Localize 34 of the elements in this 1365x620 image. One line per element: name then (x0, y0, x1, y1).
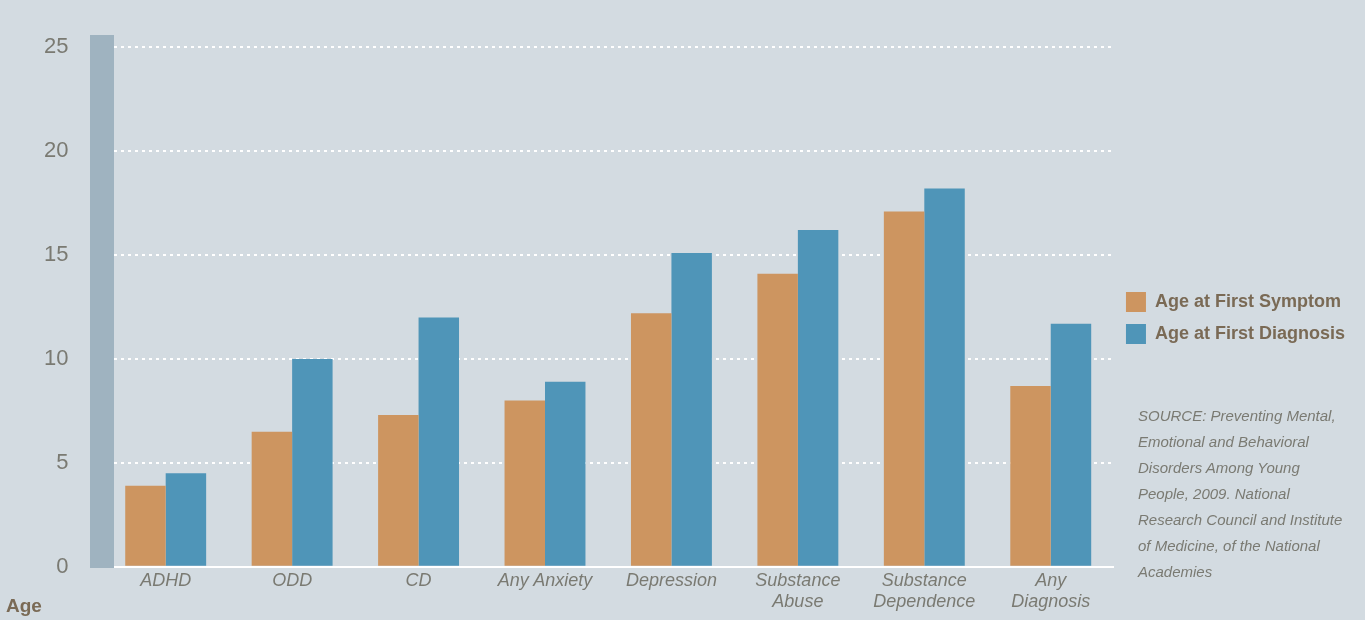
legend-label: Age at First Diagnosis (1154, 322, 1346, 343)
y-tick-label: 15 (43, 241, 69, 267)
bar (797, 230, 839, 566)
y-tick-label: 5 (56, 448, 69, 474)
bar (504, 400, 545, 566)
bar (165, 473, 207, 566)
y-tick-label: 10 (43, 345, 69, 371)
bar (125, 485, 166, 566)
y-axis-title: Age (6, 595, 42, 616)
bar (251, 431, 293, 566)
bar (1050, 323, 1092, 566)
bar (757, 273, 798, 566)
x-tick-label: Any Anxiety (496, 569, 594, 590)
bar (418, 317, 460, 566)
bar (545, 381, 586, 566)
bar (378, 415, 419, 566)
x-tick-label: Any Diagnosis (1011, 569, 1091, 612)
legend-label: Age at First Symptom (1154, 290, 1341, 311)
x-tick-label: ADHD (139, 569, 192, 590)
y-tick-label: 0 (56, 552, 69, 578)
y-tick-label: 25 (43, 33, 69, 59)
bar (924, 188, 965, 566)
bar (1010, 385, 1051, 566)
x-tick-label: Substance Dependence (873, 569, 976, 612)
bar (883, 211, 925, 566)
bar (671, 252, 712, 566)
x-tick-label: ODD (272, 569, 313, 590)
bar (630, 313, 672, 566)
source-note: SOURCE: Preventing Mental, Emotional and Behavioral Disorders Among Young People, 2009. National Research Council and Institute of Medicine, of the National Academies (1138, 406, 1344, 582)
x-tick-label: CD (405, 569, 432, 590)
x-tick-label: Substance Abuse (755, 569, 841, 612)
x-tick-label: Depression (625, 569, 717, 590)
bar (292, 358, 333, 566)
y-tick-label: 20 (43, 137, 69, 163)
